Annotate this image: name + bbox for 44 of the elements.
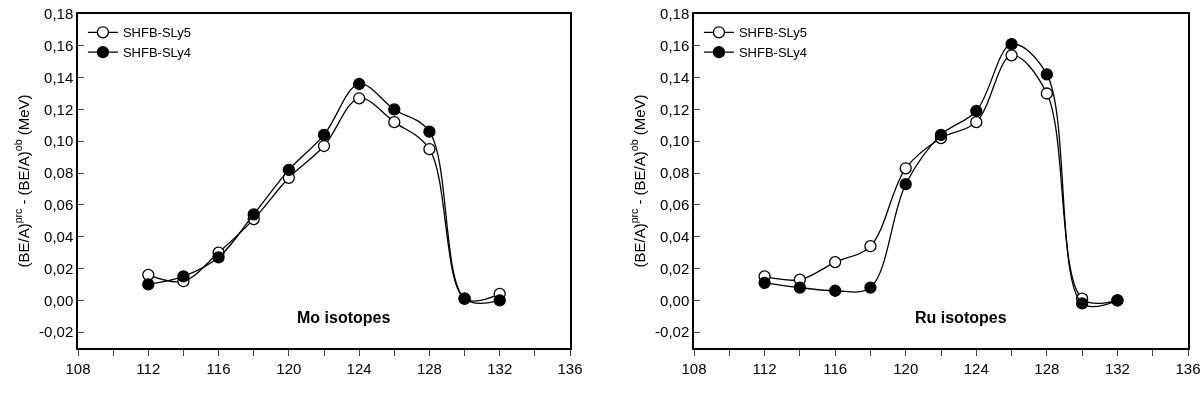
x-tick-label: 136 bbox=[1175, 359, 1201, 377]
x-tick-label: 128 bbox=[416, 359, 442, 377]
y-tick-label: 0,18 bbox=[44, 5, 74, 23]
y-tick-label: 0,02 bbox=[660, 259, 690, 277]
legend-label: SHFB-SLy4 bbox=[738, 45, 808, 61]
x-tick-label: 132 bbox=[487, 359, 513, 377]
y-tick-label: 0,10 bbox=[44, 132, 74, 150]
x-tick-label: 124 bbox=[346, 359, 372, 377]
x-tick-label: 120 bbox=[276, 359, 302, 377]
y-tick-label: 0,04 bbox=[660, 227, 690, 245]
y-tick-label: 0,16 bbox=[660, 37, 690, 55]
x-tick-label: 120 bbox=[893, 359, 919, 377]
y-tick-label: 0,04 bbox=[44, 227, 74, 245]
x-tick-label: 128 bbox=[1034, 359, 1060, 377]
x-tick-label: 108 bbox=[681, 359, 707, 377]
y-tick-label: 0,14 bbox=[660, 68, 690, 86]
y-tick-label: 0,00 bbox=[44, 291, 74, 309]
y-tick-label: -0,02 bbox=[39, 323, 74, 341]
y-tick-label: -0,02 bbox=[655, 323, 690, 341]
legend-label: SHFB-SLy5 bbox=[738, 25, 808, 41]
legend-label: SHFB-SLy5 bbox=[122, 25, 192, 41]
x-tick-label: 112 bbox=[752, 359, 777, 377]
y-tick-label: 0,08 bbox=[660, 164, 690, 182]
y-tick-label: 0,00 bbox=[660, 291, 690, 309]
x-tick-label: 136 bbox=[557, 359, 583, 377]
x-tick-label: 112 bbox=[136, 359, 161, 377]
x-tick-label: 116 bbox=[206, 359, 231, 377]
y-tick-label: 0,10 bbox=[660, 132, 690, 150]
y-tick-label: 0,06 bbox=[660, 196, 690, 214]
x-tick-label: 132 bbox=[1104, 359, 1130, 377]
y-tick-label: 0,18 bbox=[660, 5, 690, 23]
y-tick-label: 0,14 bbox=[44, 68, 74, 86]
x-tick-label: 124 bbox=[963, 359, 989, 377]
y-tick-label: 0,12 bbox=[44, 100, 74, 118]
y-tick-label: 0,16 bbox=[44, 37, 74, 55]
x-tick-label: 108 bbox=[65, 359, 91, 377]
annotation: Mo isotopes bbox=[297, 309, 391, 326]
annotation: Ru isotopes bbox=[915, 309, 1007, 326]
y-tick-label: 0,02 bbox=[44, 259, 74, 277]
legend-label: SHFB-SLy4 bbox=[122, 45, 192, 61]
y-tick-label: 0,06 bbox=[44, 196, 74, 214]
y-tick-label: 0,12 bbox=[660, 100, 690, 118]
x-tick-label: 116 bbox=[823, 359, 848, 377]
y-tick-label: 0,08 bbox=[44, 164, 74, 182]
